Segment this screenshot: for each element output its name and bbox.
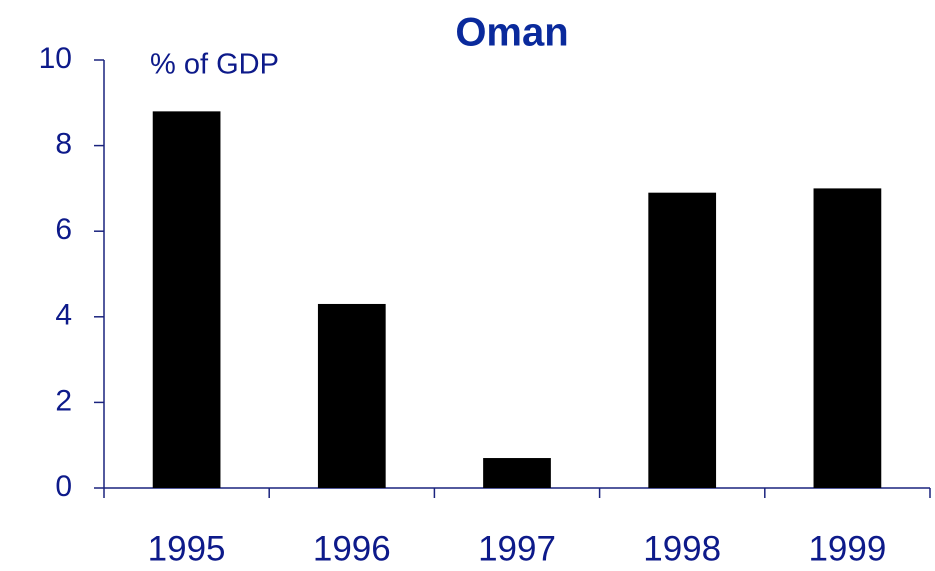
axis-label: % of GDP (150, 49, 279, 81)
y-tick-label: 8 (55, 128, 72, 161)
x-tick-label: 1998 (643, 529, 721, 568)
x-tick-label: 1996 (313, 529, 391, 568)
bar (648, 192, 717, 488)
x-tick-label: 1999 (808, 529, 886, 568)
x-tick-label: 1995 (148, 529, 226, 568)
bar (317, 303, 386, 488)
bar (813, 188, 882, 488)
y-tick-label: 2 (55, 384, 72, 417)
bar (152, 111, 221, 489)
y-tick-label: 10 (39, 42, 72, 75)
y-tick-label: 6 (55, 213, 72, 246)
chart-title: Oman (455, 11, 568, 55)
x-tick-label: 1997 (478, 529, 556, 568)
y-tick-label: 4 (55, 299, 72, 332)
bar (483, 458, 551, 488)
y-tick-label: 0 (55, 470, 72, 503)
